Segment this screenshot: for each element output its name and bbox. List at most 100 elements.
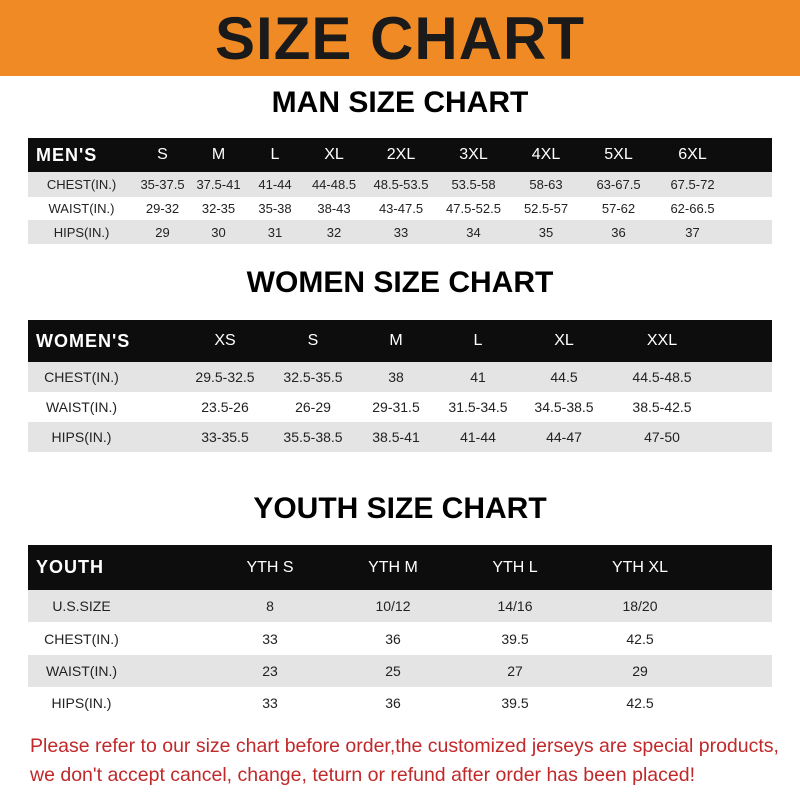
row-label: CHEST(IN.) (46, 177, 117, 192)
measurement-cell: 33 (262, 630, 278, 647)
table-row: WAIST(IN.) 29-32 32-35 35-38 38-43 43-47.5 47.… (28, 197, 772, 220)
measurement-cell: 35 (538, 224, 554, 240)
size-header-cell: S (307, 332, 319, 349)
row-label: CHEST(IN.) (44, 630, 119, 647)
measurement-cell: 44-48.5 (311, 177, 357, 192)
measurement-cell: 29 (632, 663, 648, 679)
measurement-cell: 29 (155, 224, 170, 240)
size-header-cell: M (211, 146, 226, 163)
measurement-cell: 30 (211, 224, 226, 240)
women-section-title: WOMEN SIZE CHART (246, 266, 554, 299)
measurement-cell: 39.5 (501, 630, 529, 647)
measurement-cell: 33-35.5 (201, 429, 249, 445)
measurement-cell: 47-50 (644, 429, 680, 445)
measurement-cell: 53.5-58 (451, 177, 496, 192)
size-header-cell: 3XL (459, 146, 488, 163)
measurement-cell: 44.5 (550, 369, 578, 385)
table-header-row: WOMEN'S XS S M L XL XXL (28, 320, 772, 362)
measurement-cell: 43-47.5 (378, 201, 424, 216)
measurement-cell: 23 (262, 663, 278, 679)
measurement-cell: 25 (385, 663, 401, 679)
row-label: WAIST(IN.) (45, 399, 118, 415)
measurement-cell: 67.5-72 (670, 177, 715, 192)
size-header-cell: S (157, 146, 168, 163)
size-header-cell: M (389, 332, 403, 349)
size-header-cell: XXL (646, 332, 678, 349)
measurement-cell: 32 (326, 224, 342, 240)
measurement-cell: 35-38 (258, 201, 292, 216)
measurement-cell: 36 (385, 694, 401, 711)
measurement-cell: 37.5-41 (196, 177, 241, 192)
table-row: WAIST(IN.) 23 25 27 29 (28, 655, 772, 687)
measurement-cell: 8 (266, 598, 274, 614)
measurement-cell: 29-32 (145, 201, 180, 216)
measurement-cell: 36 (385, 630, 401, 647)
measurement-cell: 48.5-53.5 (373, 177, 429, 192)
size-header-cell: 2XL (386, 146, 416, 163)
size-header-cell: XL (324, 146, 344, 163)
size-header-cell: YTH S (246, 558, 294, 576)
measurement-cell: 29.5-32.5 (195, 369, 255, 385)
measurement-cell: 47.5-52.5 (446, 201, 501, 216)
measurement-cell: 58-63 (529, 177, 563, 192)
measurement-cell: 41 (470, 369, 486, 385)
size-header-cell: XL (554, 332, 574, 349)
table-row: WAIST(IN.) 23.5-26 26-29 29-31.5 31.5-34.5 34… (28, 392, 772, 422)
page-title: SIZE CHART (215, 5, 585, 72)
table-row: CHEST(IN.) 33 36 39.5 42.5 (28, 622, 772, 655)
measurement-cell: 35.5-38.5 (283, 429, 343, 445)
table-header-row: MEN'S S M L XL 2XL 3XL 4XL 5XL 6XL (28, 138, 772, 172)
measurement-cell: 38.5-41 (372, 429, 420, 445)
measurement-cell: 27 (507, 663, 523, 679)
measurement-cell: 14/16 (497, 598, 533, 614)
measurement-cell: 32.5-35.5 (283, 369, 343, 385)
row-label: U.S.SIZE (52, 598, 111, 614)
measurement-cell: 38.5-42.5 (632, 399, 692, 415)
table-title-cell: MEN'S (36, 144, 98, 165)
measurement-cell: 52.5-57 (523, 201, 569, 216)
size-header-cell: L (473, 332, 483, 349)
youth-size-table: YOUTH YTH S YTH M YTH L YTH XL U.S.SIZE 8 10/12… (28, 545, 772, 718)
measurement-cell: 41-44 (258, 177, 292, 192)
measurement-cell: 39.5 (501, 694, 529, 711)
measurement-cell: 44.5-48.5 (632, 369, 692, 385)
measurement-cell: 18/20 (622, 598, 658, 614)
table-title-cell: WOMEN'S (36, 330, 131, 351)
measurement-cell: 26-29 (295, 399, 331, 415)
table-row: HIPS(IN.) 33 36 39.5 42.5 (28, 687, 772, 718)
row-label: HIPS(IN.) (53, 224, 110, 240)
table-row: CHEST(IN.) 35-37.5 37.5-41 41-44 44-48.5 48.5… (28, 172, 772, 197)
table-title-cell: YOUTH (36, 557, 104, 577)
banner: SIZE CHART (0, 0, 800, 76)
measurement-cell: 10/12 (375, 598, 411, 614)
table-header-row: YOUTH YTH S YTH M YTH L YTH XL (28, 545, 772, 590)
size-header-cell: YTH XL (611, 558, 668, 576)
measurement-cell: 34 (466, 224, 481, 240)
measurement-cell: 23.5-26 (201, 399, 249, 415)
measurement-cell: 42.5 (626, 694, 654, 711)
measurement-cell: 32-35 (201, 201, 236, 216)
women-size-table: WOMEN'S XS S M L XL XXL CHEST(IN.) 29.5-32.5 32.5… (28, 320, 772, 452)
row-label: WAIST(IN.) (45, 663, 118, 679)
measurement-cell: 63-67.5 (596, 177, 641, 192)
row-label: WAIST(IN.) (48, 201, 115, 216)
table-row: CHEST(IN.) 29.5-32.5 32.5-35.5 38 41 44.5 44.5… (28, 362, 772, 392)
measurement-cell: 33 (262, 694, 278, 711)
men-size-table: MEN'S S M L XL 2XL 3XL 4XL 5XL 6XL CHEST(IN.) 35-37… (28, 138, 772, 244)
measurement-cell: 29-31.5 (372, 399, 420, 415)
size-header-cell: 5XL (604, 146, 633, 163)
row-label: HIPS(IN.) (51, 429, 112, 445)
size-header-cell: XS (214, 332, 236, 349)
notice-line-2: we don't accept cancel, change, teturn o… (30, 764, 695, 786)
size-header-cell: YTH L (492, 558, 538, 576)
size-header-cell: 6XL (678, 146, 707, 163)
size-header-cell: 4XL (531, 146, 561, 163)
row-label: CHEST(IN.) (44, 369, 119, 385)
table-row: HIPS(IN.) 33-35.5 35.5-38.5 38.5-41 41-44 44-… (28, 422, 772, 452)
measurement-cell: 31 (267, 224, 283, 240)
measurement-cell: 42.5 (626, 630, 654, 647)
measurement-cell: 62-66.5 (670, 201, 715, 216)
measurement-cell: 31.5-34.5 (448, 399, 508, 415)
size-header-cell: L (270, 146, 280, 163)
size-header-cell: YTH M (368, 558, 418, 576)
